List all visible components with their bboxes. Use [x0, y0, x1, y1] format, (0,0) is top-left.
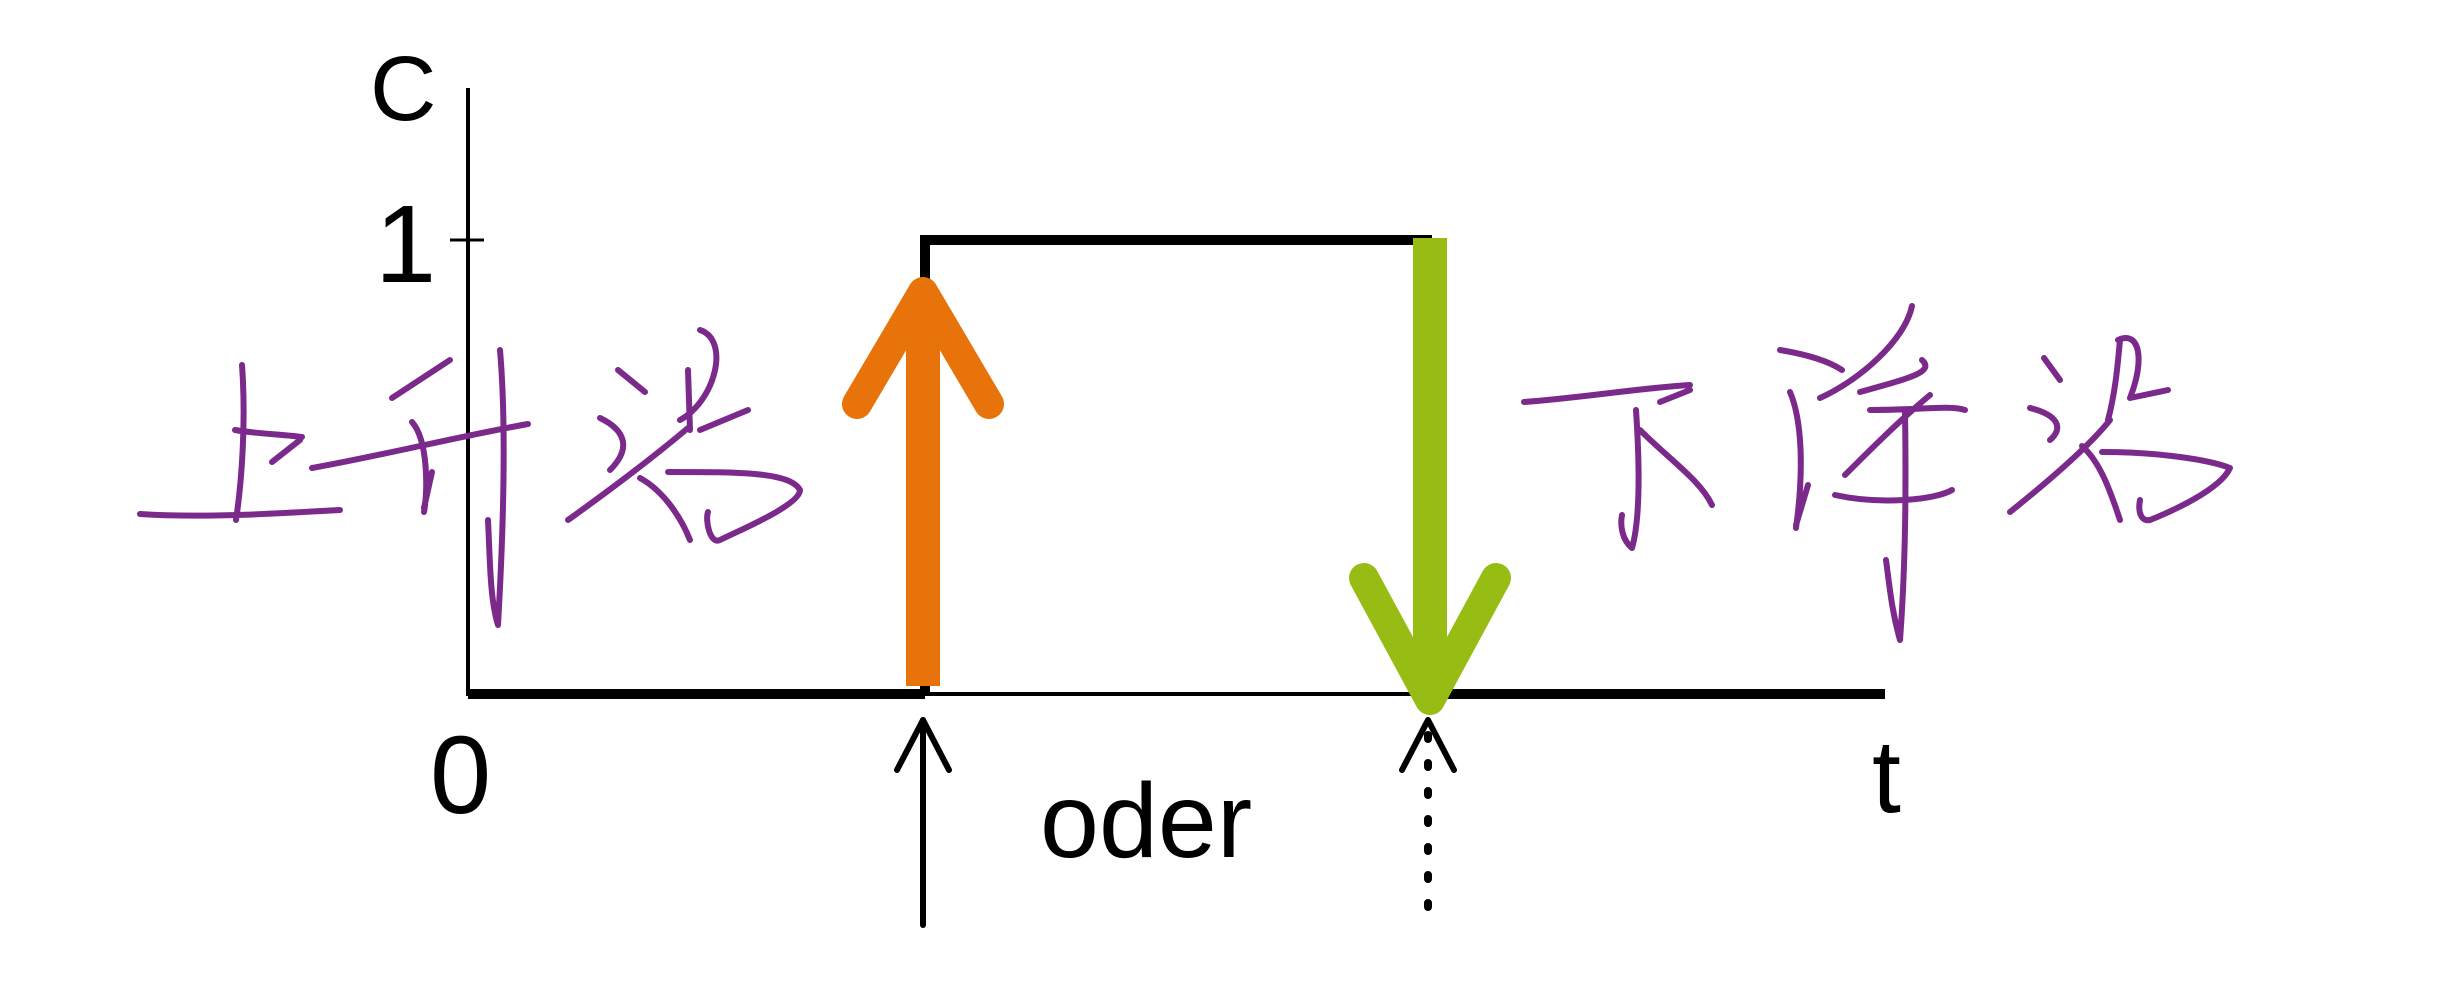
y-axis-label: C: [370, 38, 436, 140]
up-arrow-icon: [897, 720, 949, 925]
falling-edge-annotation: 下降沿: [1520, 306, 2230, 640]
falling-edge-arrow: [1364, 238, 1496, 700]
rising-edge-arrow: [857, 292, 989, 686]
svg-text:上升沿: 上升沿: [130, 354, 670, 563]
svg-text:下降沿: 下降沿: [1520, 354, 2060, 563]
dashed-up-arrow-icon: [1402, 720, 1454, 907]
rising-edge-annotation: 上升沿: [130, 330, 800, 625]
x-axis-label: t: [1872, 719, 1901, 835]
y-tick-label: 1: [375, 183, 436, 306]
oder-label: oder: [1040, 762, 1252, 880]
origin-label: 0: [430, 714, 491, 837]
